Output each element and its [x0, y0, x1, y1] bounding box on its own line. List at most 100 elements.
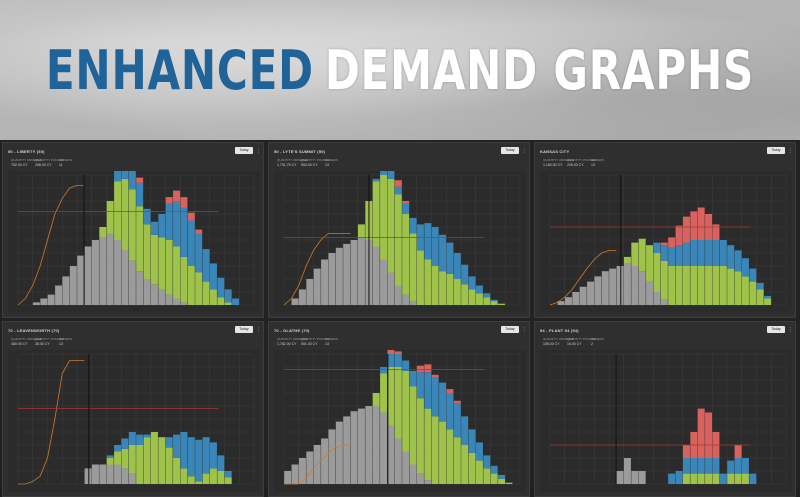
demand-bar-gray — [358, 237, 365, 305]
demand-bar-gray — [114, 465, 121, 485]
demand-bar-gray — [129, 474, 136, 484]
more-icon[interactable]: ⋮ — [256, 327, 259, 333]
demand-bar-blue — [402, 204, 409, 214]
stat-label: ORDERS — [59, 337, 72, 341]
demand-bar-green — [210, 468, 217, 484]
more-icon[interactable]: ⋮ — [788, 327, 791, 333]
stat-value: 13 — [591, 163, 595, 167]
demand-bar-red — [424, 364, 431, 372]
demand-bar-green — [380, 374, 387, 413]
panel-title: 50 - LYTE'S SUMMIT (50) — [274, 149, 325, 154]
demand-bar-green — [166, 448, 173, 484]
demand-bar-green — [373, 393, 380, 406]
demand-bar-green — [439, 422, 446, 484]
demand-bar-gray — [107, 234, 114, 306]
demand-bar-gray — [380, 260, 387, 306]
demand-bar-gray — [180, 302, 187, 305]
demand-bar-gray — [33, 302, 40, 305]
demand-bar-blue — [380, 367, 387, 374]
demand-bar-green — [158, 237, 165, 289]
demand-bar-gray — [144, 279, 151, 305]
demand-bar-green — [144, 224, 151, 279]
stat-value: 268.00 CY — [35, 163, 52, 167]
demand-bar-blue — [491, 300, 498, 301]
demand-bar-blue — [727, 461, 734, 474]
demand-bar-blue — [225, 471, 232, 478]
demand-bar-gray — [151, 284, 158, 305]
demand-bar-gray — [417, 474, 424, 484]
demand-bar-blue — [173, 435, 180, 458]
demand-bar-blue — [387, 354, 394, 367]
demand-bar-blue — [483, 455, 490, 468]
demand-bar-gray — [55, 286, 62, 306]
demand-bar-green — [476, 293, 483, 305]
demand-bar-gray — [380, 413, 387, 485]
demand-bar-green — [114, 452, 121, 465]
demand-bar-green — [454, 437, 461, 484]
demand-bar-green — [505, 483, 512, 484]
demand-bar-gray — [292, 465, 299, 485]
demand-bar-green — [461, 445, 468, 484]
demand-chart-svg — [540, 350, 792, 492]
today-button[interactable]: Today — [767, 326, 785, 333]
demand-bar-green — [631, 243, 638, 266]
stat-value: 13 — [325, 342, 329, 346]
today-button[interactable]: Today — [501, 326, 519, 333]
demand-bar-blue — [683, 458, 690, 474]
demand-bar-green — [114, 182, 121, 241]
demand-bar-green — [387, 367, 394, 426]
panel-title: KANSAS CITY — [540, 149, 569, 154]
more-icon[interactable]: ⋮ — [256, 148, 259, 154]
demand-bar-blue — [217, 278, 224, 298]
demand-bar-green — [491, 474, 498, 484]
demand-bar-gray — [299, 289, 306, 305]
demand-bar-green — [446, 274, 453, 305]
demand-bar-blue — [749, 269, 756, 282]
demand-bar-gray — [646, 282, 653, 305]
demand-bar-gray — [107, 465, 114, 485]
today-button[interactable]: Today — [235, 147, 253, 154]
stat-value: 2 — [591, 342, 593, 346]
demand-bar-blue — [676, 245, 683, 266]
demand-bar-gray — [48, 295, 55, 305]
today-button[interactable]: Today — [501, 147, 519, 154]
today-button[interactable]: Today — [235, 326, 253, 333]
demand-bar-blue — [446, 243, 453, 274]
demand-bar-green — [166, 240, 173, 295]
demand-bar-blue — [129, 432, 136, 445]
demand-bar-blue — [476, 286, 483, 294]
demand-bar-gray — [77, 256, 84, 305]
demand-bar-green — [107, 458, 114, 465]
demand-bar-blue — [395, 187, 402, 195]
demand-bar-blue — [151, 222, 158, 235]
demand-bar-green — [195, 481, 202, 484]
demand-bar-green — [446, 429, 453, 484]
demand-bar-gray — [402, 452, 409, 485]
plant-panel: 94 - PLANT 94 (94)Today⋮QUANTITY ORDERED… — [534, 321, 796, 497]
demand-bar-red — [698, 208, 705, 241]
more-icon[interactable]: ⋮ — [788, 148, 791, 154]
demand-bar-red — [661, 243, 668, 246]
demand-bar-green — [151, 432, 158, 484]
demand-bar-green — [764, 299, 771, 306]
demand-bar-blue — [676, 471, 683, 484]
demand-bar-red — [402, 201, 409, 204]
demand-bar-blue — [432, 377, 439, 416]
demand-bar-red — [683, 445, 690, 458]
more-icon[interactable]: ⋮ — [522, 327, 525, 333]
demand-bar-green — [395, 195, 402, 286]
demand-bar-blue — [424, 372, 431, 408]
demand-bar-green — [380, 175, 387, 260]
today-button[interactable]: Today — [767, 147, 785, 154]
demand-bar-green — [417, 398, 424, 473]
demand-bar-blue — [217, 455, 224, 471]
demand-bar-red — [395, 351, 402, 354]
demand-bar-blue — [180, 432, 187, 468]
stat-value: 1,782.00 CY — [277, 342, 296, 346]
demand-bar-blue — [410, 371, 417, 387]
demand-bar-red — [698, 409, 705, 458]
demand-bar-gray — [424, 480, 431, 484]
more-icon[interactable]: ⋮ — [522, 148, 525, 154]
demand-bar-gray — [565, 297, 572, 305]
demand-bar-blue — [690, 240, 697, 266]
